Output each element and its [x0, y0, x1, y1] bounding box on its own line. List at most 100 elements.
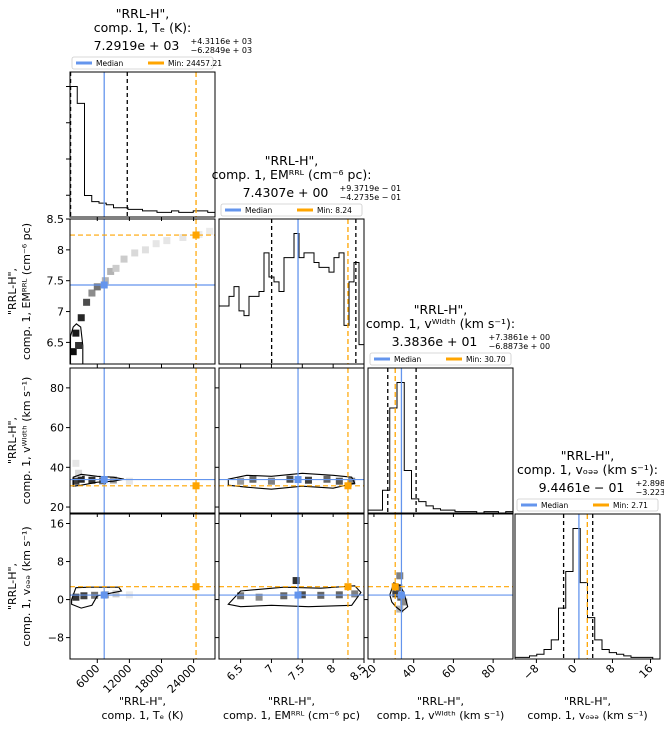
ylabel-line-1: "RRL-H", [6, 417, 19, 464]
panel-frame [218, 218, 365, 365]
x-tick-label: 0 [565, 662, 579, 676]
ylabel-line-1: "RRL-H", [6, 268, 19, 315]
scatter-panel-width-vs-te: 20 40 60 80 [50, 367, 216, 517]
density-cell-7 [348, 477, 356, 485]
panel-frame [218, 367, 365, 514]
density-cell-6 [351, 590, 359, 598]
panel-frame [69, 218, 216, 365]
contour-width_te [72, 473, 125, 487]
ylabel-width: "RRL-H", comp. 1, vᵂᴵᵈᵗʰ (km s⁻¹) [6, 377, 33, 505]
density-cell-2 [88, 476, 96, 484]
legend-median-label: Median [245, 206, 273, 215]
x-tick-label: 6.5 [224, 662, 246, 684]
title-off: "RRL-H",comp. 1, vₒₔₔ (km s⁻¹): 9.4461e −… [517, 448, 664, 497]
y-tick-label: 8.5 [47, 213, 65, 226]
contour-width_em [227, 472, 356, 490]
legend-box [369, 352, 512, 366]
xlabel-off: "RRL-H",comp. 1, vₒₔₔ (km s⁻¹) [527, 695, 647, 722]
xlabel-em: "RRL-H",comp. 1, EMᴿᴿᴸ (cm⁻⁶ pc) [223, 695, 360, 722]
legend-min-label: Min: 2.71 [613, 501, 648, 510]
legend-off: Median Min: 2.71 [516, 498, 659, 512]
median-marker [100, 591, 108, 599]
xlabel-line-1: "RRL-H", [417, 695, 464, 708]
density-cell-9 [112, 264, 120, 272]
contour-off_em [227, 585, 362, 608]
scatter-panel-off-vs-em: 6.5 7 7.5 8 8.5 [215, 513, 369, 684]
title-width: "RRL-H",comp. 1, vᵂᴵᵈᵗʰ (km s⁻¹): 3.3836e… [366, 302, 550, 351]
title-value-minus: −3.2230e + 00 [636, 488, 664, 497]
density-cell-1 [80, 592, 88, 600]
legend-min-label: Min: 24457.21 [168, 59, 222, 68]
min-marker [192, 231, 200, 239]
xlabel-line-1: "RRL-H", [564, 695, 611, 708]
scatter-panel-em-vs-te: 6.5 7 7.5 8 8.5 [47, 213, 216, 368]
density-cell-4 [396, 572, 404, 580]
min-marker [192, 482, 200, 490]
xlabel-line-2: comp. 1, vₒₔₔ (km s⁻¹) [527, 709, 647, 722]
hist-width [368, 382, 513, 513]
density-cell-4 [83, 298, 91, 306]
title-value: 7.4307e + 00 [243, 185, 329, 200]
title-line-1: "RRL-H", [414, 302, 468, 317]
y-tick-label: 60 [50, 422, 64, 435]
legend-median-label: Median [394, 355, 422, 364]
x-tick-label: 24000 [165, 662, 199, 696]
density-cell-7 [72, 459, 80, 467]
y-tick-label: 20 [50, 501, 64, 514]
title-line-2: comp. 1, vᵂᴵᵈᵗʰ (km s⁻¹): [366, 316, 515, 331]
density-cell-2 [72, 329, 80, 337]
min-marker [391, 583, 399, 591]
hist-panel-off: −8 0 8 16 [514, 513, 661, 683]
density-cell-8 [107, 267, 115, 275]
median-marker [294, 591, 302, 599]
panel-frame [69, 367, 216, 514]
title-value: 9.4461e − 01 [539, 480, 625, 495]
ylabel-off: "RRL-H", comp. 1, vₒₔₔ (km s⁻¹) [6, 526, 33, 646]
hist-panel-te [66, 71, 216, 221]
x-tick-label: 8 [603, 662, 617, 676]
x-tick-label: 20 [360, 662, 379, 681]
xlabel-line-1: "RRL-H", [119, 695, 166, 708]
hist-panel-em [218, 218, 365, 368]
y-tick-label: 8 [57, 556, 64, 569]
scatter-panel-width-vs-em [215, 367, 365, 517]
x-tick-label: 16 [637, 662, 656, 681]
x-tick-label: 40 [400, 662, 419, 681]
y-tick-label: 80 [50, 382, 64, 395]
legend-width: Median Min: 30.70 [369, 352, 512, 366]
panel-frame [367, 367, 514, 514]
density-cell-0 [72, 477, 80, 485]
ylabel-line-1: "RRL-H", [6, 563, 19, 610]
median-marker [100, 476, 108, 484]
panel-frame [69, 71, 216, 218]
title-value-plus: +9.3719e − 01 [340, 184, 402, 193]
title-line-2: comp. 1, Tₑ (K): [94, 20, 191, 35]
density-cell-0 [237, 592, 245, 600]
min-marker [192, 583, 200, 591]
density-cell-7 [292, 577, 300, 585]
x-tick-label: 12000 [101, 662, 135, 696]
density-cell-7 [101, 277, 109, 285]
hist-em [219, 233, 364, 364]
panel-frame [367, 513, 514, 660]
title-em: "RRL-H",comp. 1, EMᴿᴿᴸ (cm⁻⁶ pc): 7.4307e… [212, 153, 402, 202]
y-tick-label: 6.5 [47, 336, 65, 349]
density-cell-12 [141, 246, 149, 254]
panel-frame [218, 513, 365, 660]
density-cell-3 [77, 314, 85, 322]
title-line-1: "RRL-H", [116, 6, 170, 21]
panel-frame [514, 513, 661, 660]
density-cell-0 [392, 590, 400, 598]
density-cell-1 [255, 593, 263, 601]
y-tick-label: 8 [57, 244, 64, 257]
density-cell-0 [237, 477, 245, 485]
title-line-2: comp. 1, EMᴿᴿᴸ (cm⁻⁶ pc): [212, 167, 372, 182]
legend-box [516, 498, 659, 512]
x-tick-label: 7.5 [286, 662, 308, 684]
title-value-minus: −6.8873e + 00 [489, 342, 551, 351]
title-value: 3.3836e + 01 [392, 334, 478, 349]
title-value-plus: +7.3861e + 00 [489, 333, 551, 342]
density-cell-5 [125, 477, 133, 485]
legend-te: Median Min: 24457.21 [71, 56, 222, 70]
median-marker [100, 281, 108, 289]
